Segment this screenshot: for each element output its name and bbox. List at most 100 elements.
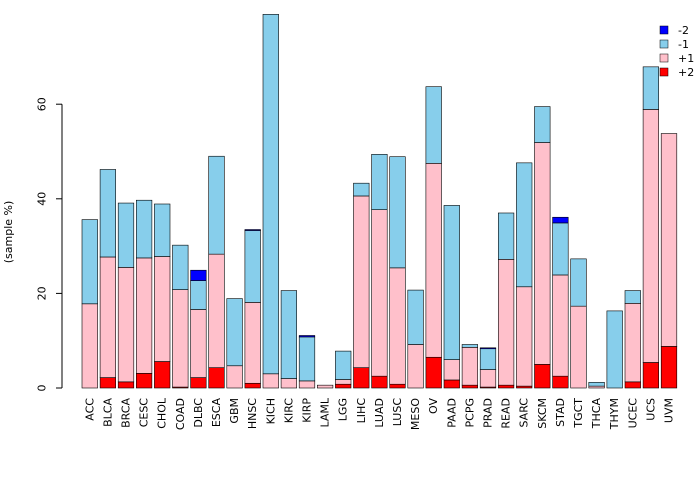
x-tick-label-lgg: LGG (337, 398, 350, 421)
bar-segment-stad-+2 (552, 375, 569, 389)
bar-segment-brca-+1 (117, 267, 135, 383)
bar-segment-lusc--1 (389, 156, 406, 269)
x-tick-label-prad: PRAD (482, 398, 495, 428)
x-tick-label-uvm: UVM (663, 398, 676, 423)
bar-segment-chol--1 (154, 203, 171, 257)
y-axis: 0 20 40 60 (36, 97, 63, 392)
y-axis-title: (sample %) (2, 201, 15, 264)
bar-segment-dlbc-+2 (190, 377, 207, 389)
x-tick-label-luad: LUAD (373, 398, 386, 428)
bar-segment-kirp--2 (298, 335, 316, 338)
x-tick-label-ov: OV (427, 398, 440, 414)
bar-segment-read-+1 (497, 259, 515, 386)
bar-segment-kirc-+1 (280, 378, 298, 389)
bar-segment-ucec-+1 (624, 303, 641, 383)
bar-segment-ucec--1 (624, 290, 641, 304)
bar-segment-lusc-+2 (389, 383, 406, 389)
bar-segment-lgg-+1 (335, 379, 352, 385)
bar-segment-skcm-+2 (534, 364, 551, 389)
bar-segment-hnsc-+2 (244, 382, 261, 389)
bar-segment-stad-+1 (552, 274, 569, 377)
y-tick-label: 40 (36, 192, 49, 206)
bar-segment-gbm--1 (226, 298, 243, 367)
x-tick-label-laml: LAML (319, 397, 332, 427)
x-tick-label-kich: KICH (264, 398, 277, 424)
x-tick-label-ucec: UCEC (626, 398, 639, 429)
legend-label: +2 (678, 66, 694, 79)
x-tick-label-kirp: KIRP (301, 398, 314, 423)
bar-segment-prad--2 (479, 347, 497, 350)
bar-segment-dlbc--1 (190, 280, 207, 310)
bar-segment-pcpg-+1 (461, 347, 479, 386)
legend-label: -1 (678, 38, 689, 51)
y-tick-label: 60 (36, 97, 49, 111)
legend-swatch (659, 53, 669, 63)
x-tick-label-paad: PAAD (445, 398, 458, 428)
bar-segment-sarc-+1 (516, 286, 533, 387)
bar-segment-hnsc--1 (244, 230, 261, 303)
bar-segment-kich-+1 (262, 373, 279, 389)
x-axis-labels: ACC BLCA BRCA CESC CHOL COAD DLBC ESCA GBM HNSC KI… (83, 397, 675, 430)
bar-segment-tgct--1 (570, 258, 587, 307)
bar-segment-luad-+1 (371, 209, 388, 377)
x-tick-label-lihc: LIHC (355, 398, 368, 424)
x-tick-label-coad: COAD (174, 398, 187, 430)
bar-segment-ucs-+1 (642, 109, 659, 363)
bar-segment-blca--1 (99, 169, 116, 258)
legend: -2-1+1+2 (659, 24, 694, 79)
bar-segment-kirp-+1 (298, 380, 316, 389)
bar-segment-meso-+1 (407, 344, 424, 389)
bar-segment-coad--1 (172, 244, 189, 290)
bar-segment-lihc--1 (353, 182, 370, 197)
legend-label: -2 (678, 24, 689, 37)
bar-segment-coad-+1 (172, 289, 189, 388)
bar-segment-pcpg--1 (461, 344, 479, 348)
x-tick-label-acc: ACC (83, 398, 96, 421)
bar-segment-laml-+1 (316, 384, 334, 389)
bar-segment-lgg--1 (335, 350, 352, 380)
x-tick-label-esca: ESCA (210, 398, 223, 428)
legend-swatch (659, 67, 669, 77)
bar-segment-read-+2 (497, 384, 515, 389)
bar-segment-paad-+1 (443, 359, 460, 381)
legend-swatch (659, 25, 669, 35)
bar-segment-ov--1 (425, 86, 442, 164)
bar-segment-lihc-+1 (353, 195, 370, 368)
x-tick-label-chol: CHOL (156, 397, 169, 429)
bar-segment-chol-+1 (154, 256, 171, 362)
bar-segment-luad--1 (371, 154, 388, 210)
bar-segment-hnsc-+1 (244, 302, 261, 384)
bar-segment-dlbc--2 (190, 269, 207, 281)
bar-segment-luad-+2 (371, 375, 388, 389)
x-tick-label-kirc: KIRC (282, 398, 295, 424)
bar-segment-ov-+1 (425, 163, 442, 358)
x-tick-label-pcpg: PCPG (463, 398, 476, 427)
x-tick-label-brca: BRCA (120, 398, 133, 428)
bar-segment-brca--1 (117, 202, 135, 268)
x-tick-label-gbm: GBM (228, 398, 241, 424)
x-tick-label-stad: STAD (554, 398, 567, 427)
bar-segment-cesc-+2 (136, 373, 153, 389)
bar-segment-ucs--1 (642, 66, 659, 110)
bar-segment-ov-+2 (425, 356, 442, 389)
x-tick-label-hnsc: HNSC (246, 398, 259, 429)
bar-segment-esca-+1 (208, 253, 225, 368)
bar-segment-stad--2 (552, 216, 569, 224)
bar-segment-meso--1 (407, 289, 424, 345)
bar-segment-lusc-+1 (389, 267, 406, 385)
bar-segment-cesc--1 (136, 199, 153, 259)
bar-segment-thym--1 (606, 310, 623, 389)
bar-segment-skcm--1 (534, 106, 551, 143)
bar-segment-kirp--1 (298, 336, 316, 382)
y-tick-label: 0 (36, 385, 49, 392)
bar-segment-read--1 (497, 212, 515, 260)
bar-segment-sarc--1 (516, 162, 533, 288)
bar-segment-chol-+2 (154, 361, 171, 389)
x-tick-label-skcm: SKCM (536, 398, 549, 429)
bar-segment-thca--1 (588, 382, 605, 387)
bar-segment-brca-+2 (117, 381, 135, 389)
bar-segment-lihc-+2 (353, 367, 370, 389)
x-tick-label-cesc: CESC (138, 398, 151, 428)
